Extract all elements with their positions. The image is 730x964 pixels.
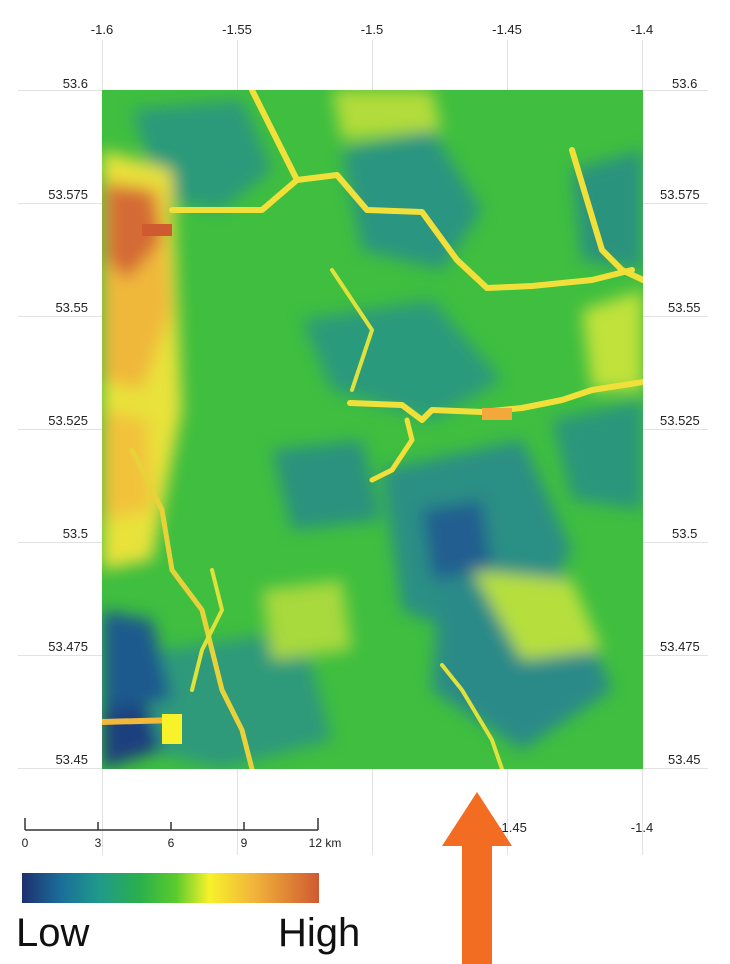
hotspot [162, 714, 182, 744]
mid-high-zone [582, 290, 643, 390]
up-arrow-icon [442, 792, 512, 964]
low-zone [342, 130, 482, 270]
road-line [294, 172, 635, 291]
high-zone [102, 410, 152, 520]
right-tick-label: 53.6 [672, 76, 698, 91]
hotspot [142, 224, 172, 236]
low-zone [552, 400, 643, 510]
mid-high-zone [332, 90, 442, 140]
low-zone [272, 440, 382, 530]
bottom-tick-label: -1.4 [630, 820, 654, 835]
scale-bar-label: 6 [167, 836, 175, 850]
right-tick-label: 53.525 [660, 413, 700, 428]
low-zone [142, 630, 332, 769]
scale-bar-label: 3 [94, 836, 102, 850]
scale-bar-label: 12 km [308, 836, 342, 850]
very-high-zone [107, 185, 162, 280]
mid-high-zone [262, 580, 352, 660]
left-tick-label: 53.45 [55, 752, 88, 767]
top-tick-label: -1.6 [90, 22, 114, 37]
hotspot [482, 408, 512, 420]
right-tick-label: 53.475 [660, 639, 700, 654]
legend-high-label: High [278, 911, 361, 955]
road-line [569, 147, 643, 283]
left-tick-label: 53.55 [55, 300, 88, 315]
left-tick-label: 53.6 [62, 76, 88, 91]
raster-map[interactable] [102, 90, 643, 769]
very-low-zone [102, 610, 172, 710]
scale-bar [24, 818, 319, 831]
top-tick-label: -1.55 [222, 22, 252, 37]
road-line [129, 447, 255, 769]
road-line [190, 568, 224, 692]
road-line [440, 663, 504, 769]
very-low-zone [102, 690, 162, 769]
top-tick-label: -1.45 [492, 22, 522, 37]
left-tick-label: 53.575 [48, 187, 88, 202]
right-tick-label: 53.575 [660, 187, 700, 202]
left-tick-label: 53.5 [62, 526, 88, 541]
left-tick-label: 53.525 [48, 413, 88, 428]
right-tick-label: 53.5 [672, 526, 698, 541]
very-low-zone [422, 500, 492, 580]
road-line [369, 417, 415, 483]
road-line [169, 90, 300, 213]
scale-bar-label: 0 [21, 836, 29, 850]
mid-high-zone [472, 570, 602, 660]
right-tick-label: 53.55 [668, 300, 701, 315]
road-line [330, 268, 374, 392]
low-zone [572, 150, 643, 270]
bottom-tick-label: -1.45 [497, 820, 527, 835]
arrow-shape [442, 792, 512, 964]
legend-color-ramp [22, 873, 319, 903]
legend-low-label: Low [16, 911, 90, 955]
scale-bar-label: 9 [240, 836, 248, 850]
right-tick-label: 53.45 [668, 752, 701, 767]
top-tick-label: -1.5 [360, 22, 384, 37]
value-zones [102, 90, 643, 769]
left-tick-label: 53.475 [48, 639, 88, 654]
top-tick-label: -1.4 [630, 22, 654, 37]
